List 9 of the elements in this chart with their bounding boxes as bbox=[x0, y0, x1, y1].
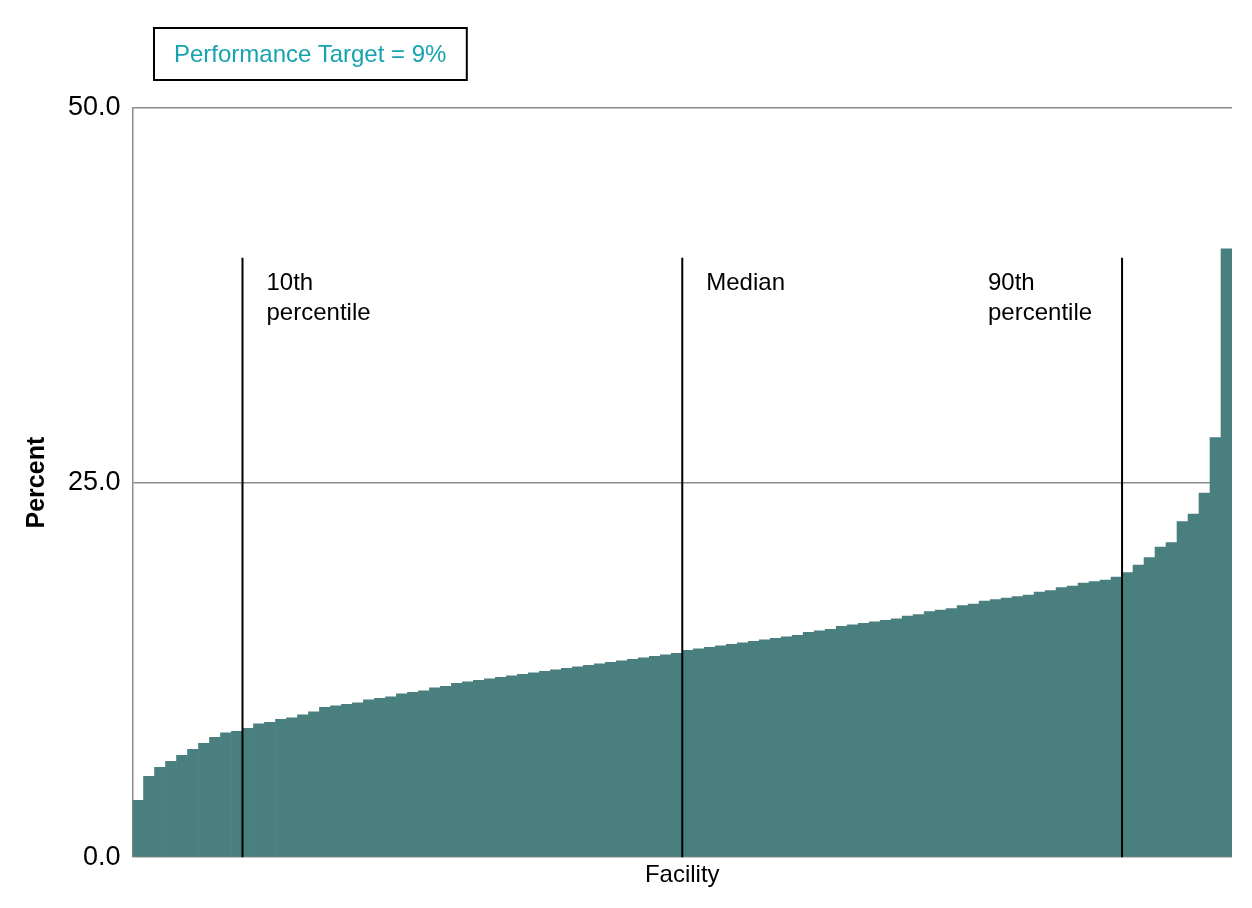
y-tick-label: 50.0 bbox=[67, 91, 121, 122]
y-tick-label: 25.0 bbox=[67, 466, 121, 497]
text: Performance Target = 9% bbox=[174, 39, 447, 67]
ref-line-label: Median bbox=[706, 268, 785, 296]
ref-line-label: 90th percentile bbox=[987, 268, 1093, 326]
y-tick-label: 0.0 bbox=[83, 840, 121, 871]
ref-line-label: 10th percentile bbox=[266, 268, 371, 326]
y-axis-title: Percent bbox=[20, 436, 49, 529]
x-axis-title: Facility bbox=[644, 860, 720, 888]
